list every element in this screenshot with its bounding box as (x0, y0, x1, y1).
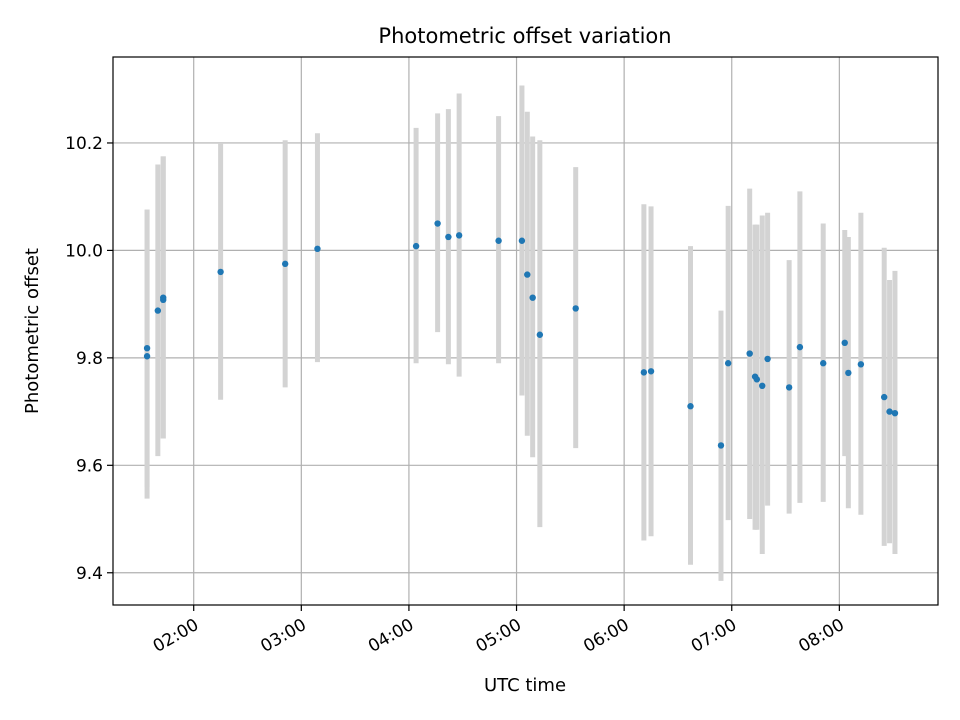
data-point (764, 355, 771, 363)
data-point (529, 294, 536, 301)
data-point (785, 384, 793, 391)
plot-frame (112, 56, 939, 606)
data-point (841, 339, 848, 347)
data-point (455, 232, 463, 239)
data-point (759, 382, 766, 389)
data-point (796, 343, 804, 351)
data-point (314, 245, 321, 252)
data-point (434, 220, 441, 227)
data-point (687, 403, 694, 410)
data-point (143, 353, 151, 360)
data-point (845, 369, 852, 377)
data-point (445, 233, 452, 241)
y-tick-label: 10.0 (65, 241, 103, 261)
y-tick-label: 9.4 (76, 564, 103, 584)
data-point (518, 237, 526, 244)
y-axis-label: Photometric offset (22, 248, 43, 414)
data-point (572, 305, 579, 312)
y-tick-label: 9.6 (76, 456, 103, 476)
data-point (647, 368, 655, 375)
data-point (281, 260, 289, 268)
axis-ticks: 02:00 03:00 04:00 05:00 06:00 07:00 08:009.49.… (65, 134, 848, 657)
data-point (886, 408, 893, 415)
data-point (880, 393, 888, 401)
data-point (753, 376, 761, 383)
data-point (524, 271, 531, 278)
y-tick-label: 10.2 (65, 134, 103, 154)
x-axis-label: UTC time (484, 675, 566, 696)
data-point (891, 410, 899, 417)
data-point (154, 307, 162, 314)
chart-title: Photometric offset variation (378, 24, 671, 48)
data-point (412, 242, 420, 250)
y-tick-label: 9.8 (76, 349, 103, 369)
data-point (143, 344, 151, 352)
data-point (160, 294, 167, 301)
data-point (217, 268, 224, 276)
data-points (143, 220, 899, 449)
data-point (717, 442, 725, 449)
data-point (495, 237, 502, 244)
data-point (746, 350, 753, 357)
data-point (724, 360, 732, 367)
data-point (536, 331, 544, 338)
data-point (820, 360, 827, 367)
data-point (640, 369, 648, 376)
data-point (857, 361, 865, 368)
